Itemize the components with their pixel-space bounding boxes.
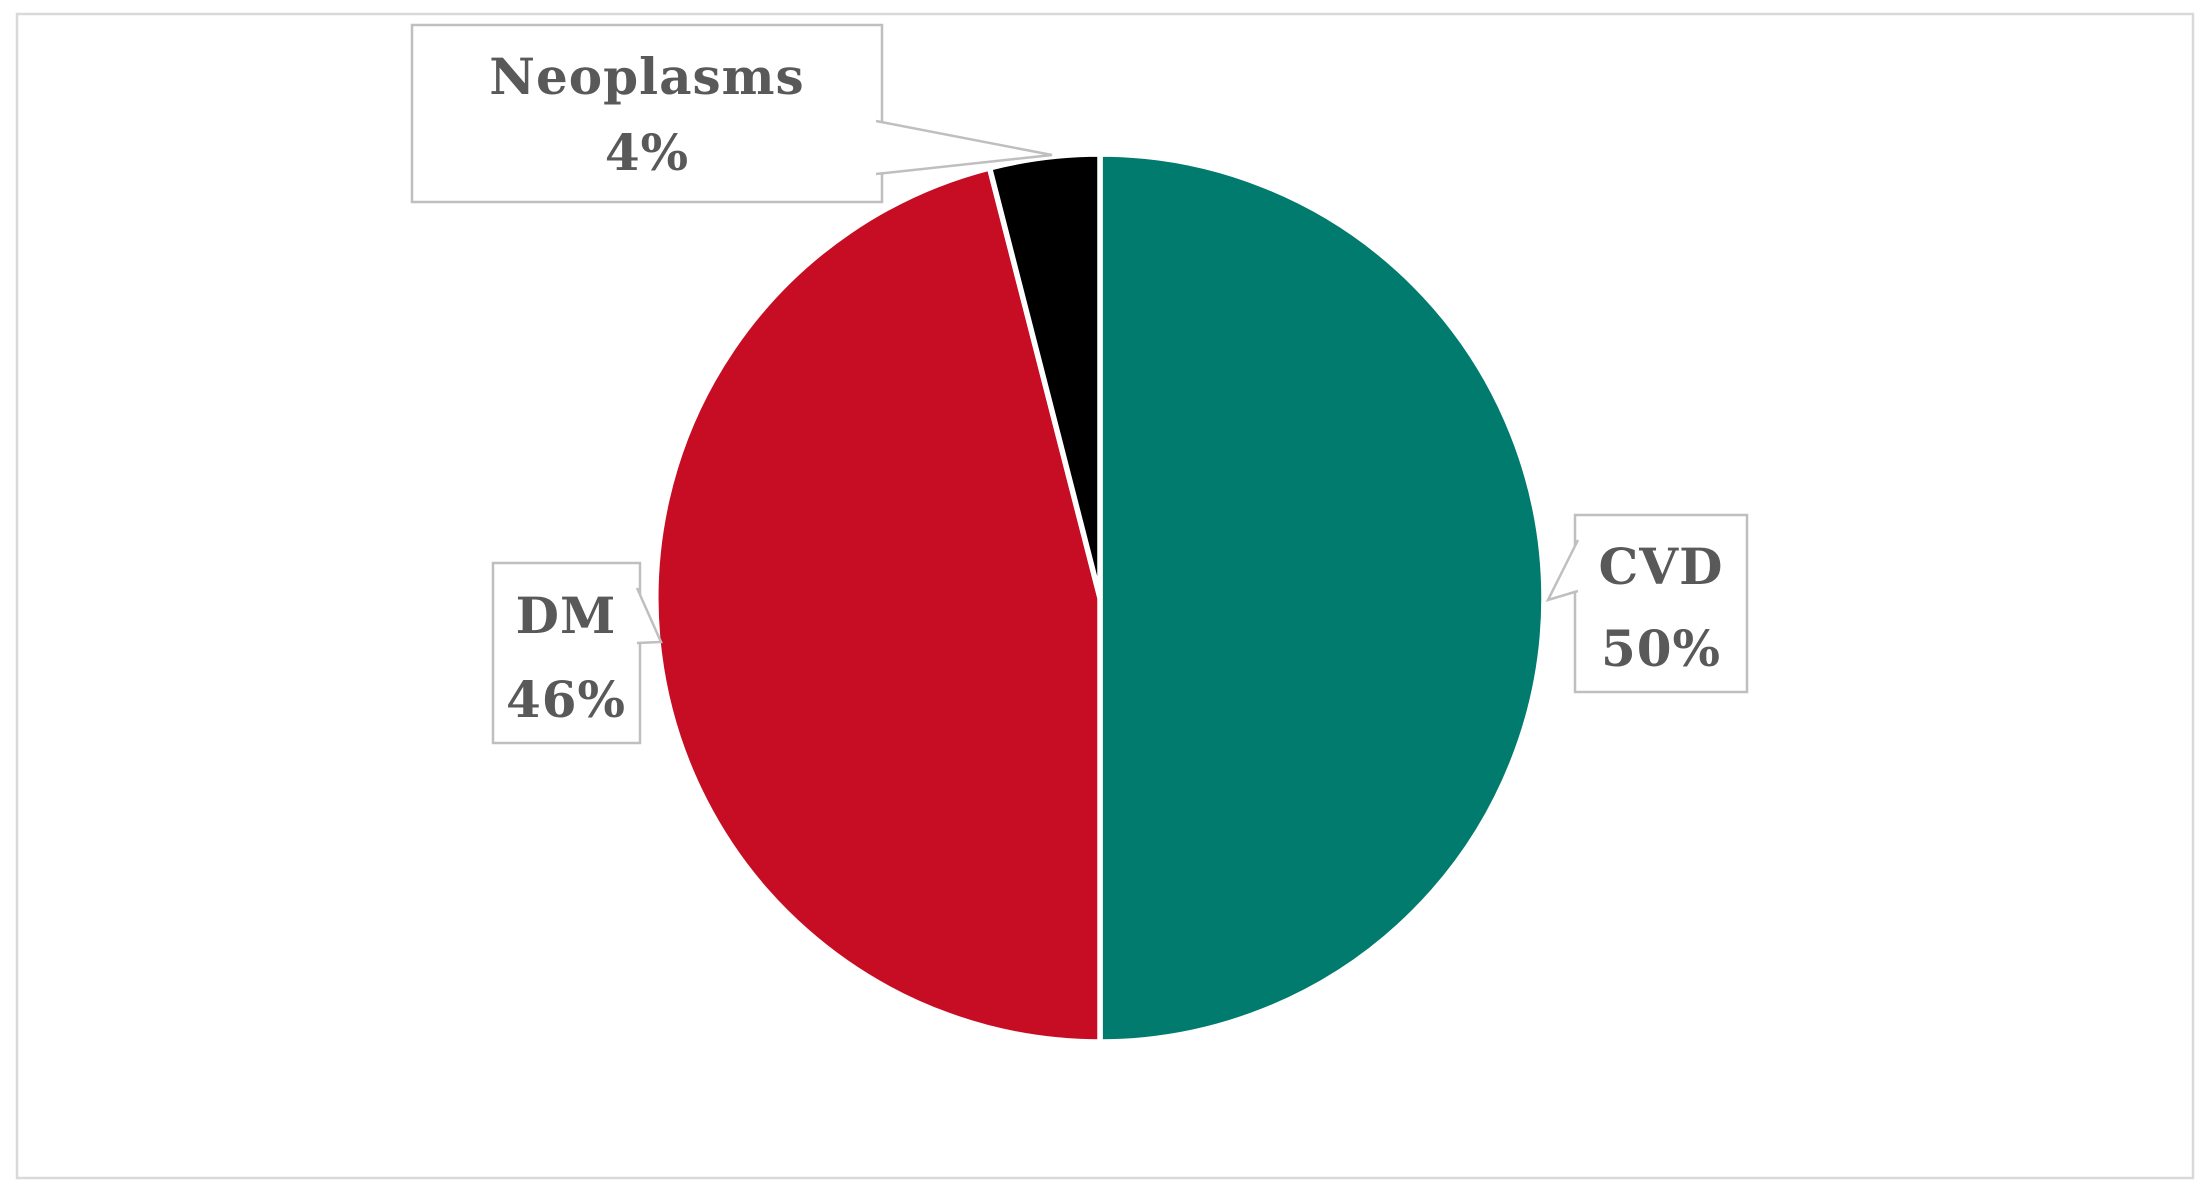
pie-slice-dm bbox=[653, 164, 1103, 1045]
callout-dm-value: 46% bbox=[506, 670, 626, 729]
callout-neoplasms-label: Neoplasms bbox=[489, 47, 804, 106]
callout-dm-box bbox=[491, 561, 642, 745]
callout-cvd-pointer bbox=[1545, 539, 1580, 603]
chart-outer-frame bbox=[15, 12, 2195, 1180]
callout-cvd: CVD 50% bbox=[1545, 513, 1749, 694]
callout-dm-label: DM bbox=[516, 586, 617, 645]
pie-slice-cvd bbox=[1097, 151, 1547, 1045]
callout-dm-pointer bbox=[635, 587, 663, 645]
callout-neoplasms-value: 4% bbox=[605, 123, 689, 182]
callout-cvd-box bbox=[1573, 513, 1749, 694]
callout-neoplasms-box bbox=[410, 23, 884, 204]
callout-cvd-value: 50% bbox=[1601, 619, 1721, 678]
callout-neoplasms: Neoplasms 4% bbox=[410, 23, 1053, 204]
callout-cvd-label: CVD bbox=[1599, 537, 1724, 596]
pie-slice-neoplasms bbox=[986, 151, 1103, 599]
pie-chart bbox=[653, 151, 1547, 1045]
callout-dm: DM 46% bbox=[491, 561, 663, 745]
callout-neoplasms-pointer bbox=[875, 119, 1053, 176]
